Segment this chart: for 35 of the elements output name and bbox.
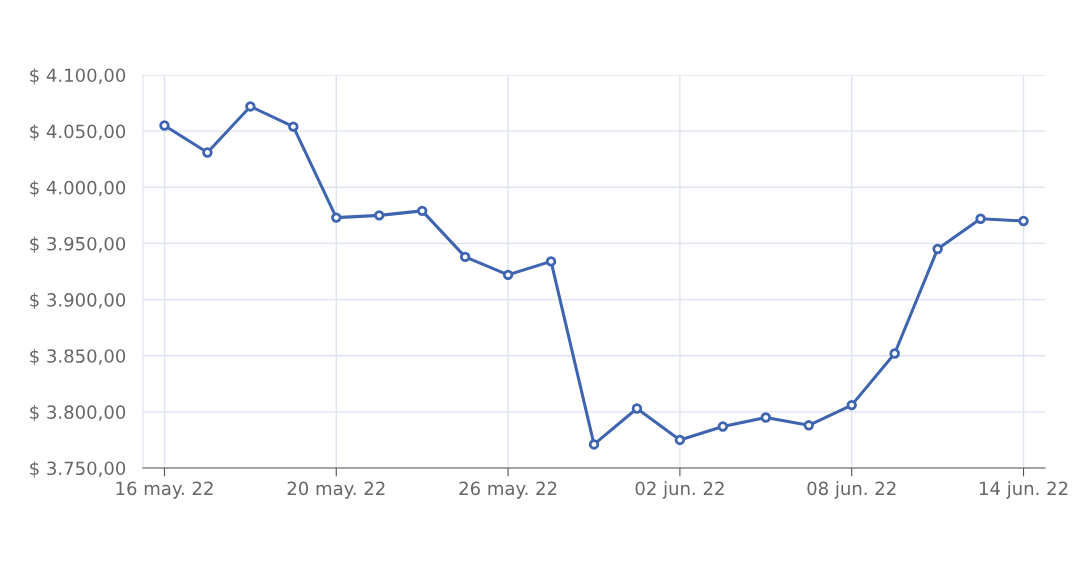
point [631, 403, 643, 414]
point [975, 213, 986, 224]
point [932, 243, 943, 255]
point [846, 399, 857, 411]
point [459, 251, 471, 263]
point [288, 121, 299, 132]
point [502, 269, 514, 281]
y-tick-label: $ 3.950,00 [30, 236, 126, 253]
y-tick-label: $ 4.000,00 [30, 180, 126, 197]
x-tick-label: 02 jun. 22 [635, 481, 724, 499]
point [717, 421, 729, 432]
point [374, 210, 385, 221]
y-tick-label: $ 3.800,00 [30, 405, 126, 422]
point [588, 439, 600, 450]
point [202, 147, 213, 158]
y-tick-label: $ 3.900,00 [30, 292, 126, 310]
point [889, 348, 900, 359]
point [545, 256, 557, 267]
point [416, 205, 428, 217]
y-tick-label: $ 3.750,00 [30, 461, 126, 478]
point [674, 434, 686, 446]
x-tick-label: 20 may. 22 [287, 481, 385, 499]
y-tick-label: $ 4.050,00 [30, 124, 126, 141]
x-tick-label: 14 jun. 22 [979, 481, 1068, 499]
x-tick-label: 26 may. 22 [459, 481, 557, 499]
x-tick-label: 16 may. 22 [116, 481, 213, 499]
point [245, 101, 256, 112]
y-tick-label: $ 4.100,00 [30, 68, 126, 85]
point [1018, 215, 1029, 227]
point [760, 412, 772, 423]
point [331, 212, 342, 223]
y-tick-label: $ 3.850,00 [30, 348, 126, 366]
point [159, 120, 170, 131]
x-tick-label: 08 jun. 22 [807, 481, 896, 499]
point [803, 420, 814, 431]
